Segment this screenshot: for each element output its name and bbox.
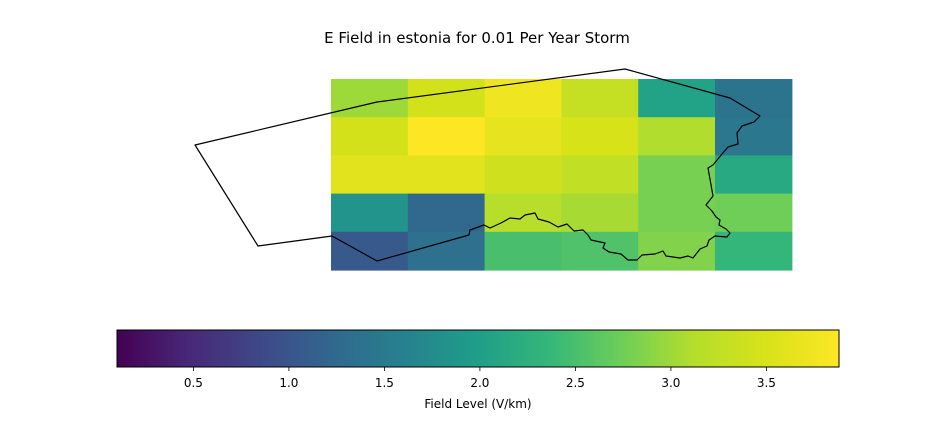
heatmap-cell (638, 193, 716, 233)
heatmap-cell (638, 231, 716, 271)
colorbar-tick-label: 2.5 (566, 376, 585, 390)
colorbar-tick-label: 1.0 (279, 376, 298, 390)
heatmap-cell (561, 79, 639, 118)
heatmap-cell (407, 155, 486, 195)
heatmap-cell (561, 117, 639, 156)
heatmap-cell (715, 79, 793, 118)
heatmap-cell (407, 79, 486, 118)
chart-title: E Field in estonia for 0.01 Per Year Sto… (324, 29, 630, 47)
country-outline (194, 68, 761, 262)
heatmap-cell (484, 193, 562, 233)
heatmap-cell (331, 155, 409, 195)
heatmap-cell (638, 117, 716, 156)
heatmap-cell (484, 117, 562, 156)
heatmap-cell (484, 231, 562, 271)
heatmap-grid (331, 79, 793, 271)
colorbar-gradient (116, 329, 840, 368)
heatmap-cell (715, 193, 793, 233)
colorbar-tick-label: 0.5 (184, 376, 203, 390)
heatmap-cell (561, 155, 639, 195)
colorbar-tick-label: 1.5 (375, 376, 394, 390)
heatmap-cell (715, 155, 793, 195)
heatmap-cell (331, 79, 409, 118)
heatmap-cell (331, 117, 409, 156)
heatmap-cell (561, 231, 639, 271)
colorbar-tick-label: 3.0 (661, 376, 680, 390)
heatmap-cell (331, 193, 409, 233)
colorbar-tick-label: 2.0 (470, 376, 489, 390)
heatmap-cell (715, 231, 793, 271)
heatmap-cell (407, 193, 486, 233)
heatmap-cell (484, 155, 562, 195)
colorbar-tick-label: 3.5 (757, 376, 776, 390)
heatmap-cell (638, 155, 716, 195)
colorbar: 0.5 1.0 1.5 2.0 2.5 3.0 3.5 Field Level (V/km) (116, 329, 840, 411)
heatmap-cell (561, 193, 639, 233)
heatmap-cell (715, 117, 793, 156)
heatmap-cell (638, 79, 716, 118)
heatmap-cell (407, 231, 486, 271)
heatmap-cell (407, 117, 486, 156)
colorbar-label: Field Level (V/km) (424, 397, 531, 411)
heatmap-cell (331, 231, 409, 271)
heatmap-cell (484, 79, 562, 118)
